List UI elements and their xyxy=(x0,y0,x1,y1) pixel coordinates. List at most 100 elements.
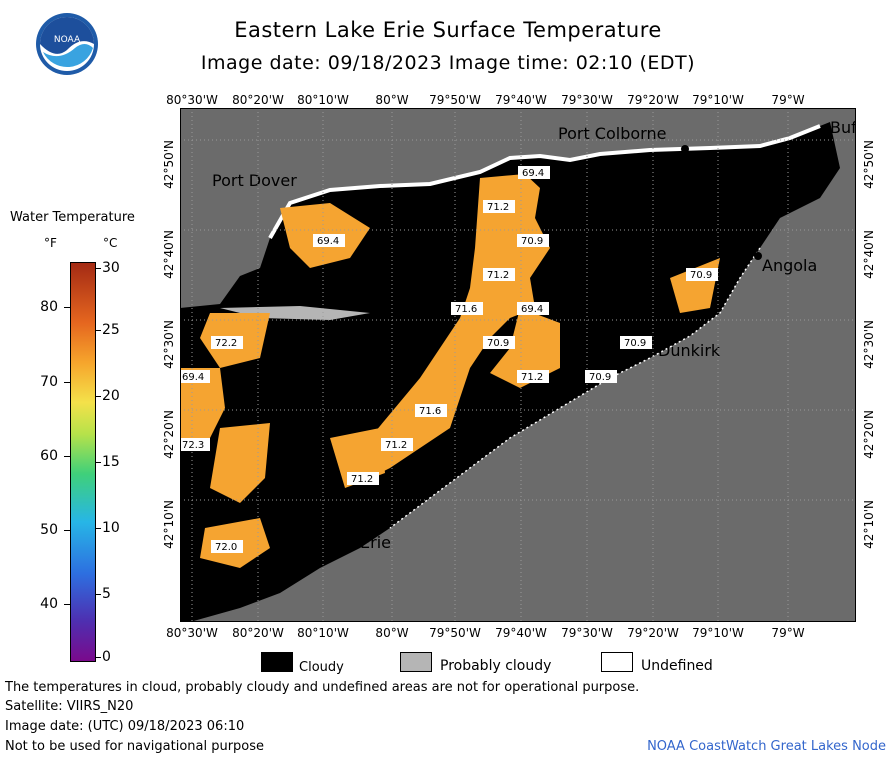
temp-label: 71.2 xyxy=(483,268,515,281)
svg-text:70.9: 70.9 xyxy=(487,338,509,349)
lon-label-top: 80°W xyxy=(375,93,409,107)
image-date-time: Image date: 09/18/2023 Image time: 02:10… xyxy=(200,52,696,74)
legend-unit-f: °F xyxy=(44,236,57,250)
lon-label-bottom: 79°40'W xyxy=(495,626,547,640)
lon-label-bottom: 80°W xyxy=(375,626,409,640)
place-buffalo: Buf xyxy=(830,118,856,137)
lon-label-bottom: 79°20'W xyxy=(627,626,679,640)
temp-label: 71.2 xyxy=(381,438,413,451)
water-temperature-areas xyxy=(180,174,720,568)
lon-label-bottom: 80°10'W xyxy=(297,626,349,640)
temp-label: 70.9 xyxy=(686,268,718,281)
svg-text:69.4: 69.4 xyxy=(182,372,204,383)
svg-text:72.2: 72.2 xyxy=(215,338,237,349)
temp-label: 69.4 xyxy=(180,370,210,383)
legend-c-tick: 20 xyxy=(102,388,120,404)
disclaimer-text: The temperatures in cloud, probably clou… xyxy=(5,680,640,695)
place-dunkirk: Dunkirk xyxy=(658,341,721,360)
lon-label-top: 80°20'W xyxy=(232,93,284,107)
temperature-labels: 69.4 71.2 69.4 70.9 71.2 71.6 69.4 70.9 … xyxy=(180,166,718,553)
graticule xyxy=(180,108,856,622)
legend-f-tick: 80 xyxy=(40,299,58,315)
legend-f-tick: 70 xyxy=(40,374,58,390)
temp-label: 71.2 xyxy=(517,370,549,383)
legend-title: Water Temperature xyxy=(10,210,135,225)
svg-text:72.3: 72.3 xyxy=(182,440,204,451)
temperature-colorbar xyxy=(70,262,96,662)
temp-label: 71.6 xyxy=(415,404,447,417)
temp-label: 69.4 xyxy=(313,234,345,247)
svg-text:70.9: 70.9 xyxy=(589,372,611,383)
lake-erie-map: Port Colborne Port Dover Buf Angola Dunk… xyxy=(180,108,856,622)
svg-text:71.2: 71.2 xyxy=(521,372,543,383)
lat-label-left: 42°30'N xyxy=(162,320,176,369)
temp-label: 69.4 xyxy=(517,302,549,315)
noaa-logo: NOAA xyxy=(36,13,98,75)
place-port-colborne: Port Colborne xyxy=(558,124,666,143)
lat-label-right: 42°30'N xyxy=(862,320,876,369)
place-erie: Erie xyxy=(360,533,391,552)
svg-text:71.2: 71.2 xyxy=(487,202,509,213)
lat-label-right: 42°10'N xyxy=(862,500,876,549)
lon-label-bottom: 79°30'W xyxy=(561,626,613,640)
svg-text:71.6: 71.6 xyxy=(455,304,477,315)
cloudy-label: Cloudy xyxy=(299,660,344,675)
place-port-dover: Port Dover xyxy=(212,171,297,190)
legend-f-tick: 40 xyxy=(40,596,58,612)
lon-label-top: 79°50'W xyxy=(429,93,481,107)
legend-c-tick: 30 xyxy=(102,260,120,276)
lat-label-right: 42°40'N xyxy=(862,230,876,279)
lon-label-bottom: 80°20'W xyxy=(232,626,284,640)
lon-label-top: 79°30'W xyxy=(561,93,613,107)
angola-marker xyxy=(754,252,762,260)
svg-text:69.4: 69.4 xyxy=(522,168,544,179)
svg-text:69.4: 69.4 xyxy=(317,236,339,247)
port-colborne-marker xyxy=(681,145,689,153)
legend-c-tick: 10 xyxy=(102,520,120,536)
undefined-shoreline xyxy=(268,124,821,239)
lon-label-top: 80°30'W xyxy=(166,93,218,107)
satellite-text: Satellite: VIIRS_N20 xyxy=(5,699,134,714)
lon-label-top: 79°W xyxy=(771,93,805,107)
page-title: Eastern Lake Erie Surface Temperature xyxy=(234,18,662,42)
svg-text:71.2: 71.2 xyxy=(487,270,509,281)
lat-label-right: 42°50'N xyxy=(862,140,876,189)
legend-c-tick: 5 xyxy=(102,586,111,602)
temp-label: 71.2 xyxy=(347,472,379,485)
credit-text: NOAA CoastWatch Great Lakes Node xyxy=(647,739,886,754)
svg-text:71.2: 71.2 xyxy=(385,440,407,451)
lon-label-top: 80°10'W xyxy=(297,93,349,107)
legend-c-tick: 25 xyxy=(102,322,120,338)
lat-label-left: 42°20'N xyxy=(162,410,176,459)
temp-label: 70.9 xyxy=(517,234,549,247)
navigation-warning: Not to be used for navigational purpose xyxy=(5,739,265,754)
lon-label-bottom: 80°30'W xyxy=(166,626,218,640)
lon-label-top: 79°40'W xyxy=(495,93,547,107)
temp-label: 70.9 xyxy=(620,336,652,349)
cloudy-swatch xyxy=(261,652,293,672)
map-frame xyxy=(180,108,856,622)
lat-label-right: 42°20'N xyxy=(862,410,876,459)
legend-unit-c: °C xyxy=(103,236,118,250)
lon-label-top: 79°10'W xyxy=(692,93,744,107)
legend-c-tick: 15 xyxy=(102,454,120,470)
temp-label: 71.2 xyxy=(483,200,515,213)
temp-label: 72.0 xyxy=(211,540,243,553)
lon-label-bottom: 79°W xyxy=(771,626,805,640)
svg-text:72.0: 72.0 xyxy=(215,542,237,553)
svg-text:71.2: 71.2 xyxy=(351,474,373,485)
lat-label-left: 42°40'N xyxy=(162,230,176,279)
lat-label-left: 42°50'N xyxy=(162,140,176,189)
legend-f-tick: 50 xyxy=(40,522,58,538)
temp-label: 71.6 xyxy=(451,302,483,315)
legend-f-tick: 60 xyxy=(40,448,58,464)
undefined-label: Undefined xyxy=(641,658,713,674)
place-angola: Angola xyxy=(762,256,817,275)
utc-date-text: Image date: (UTC) 09/18/2023 06:10 xyxy=(5,719,245,734)
svg-text:69.4: 69.4 xyxy=(521,304,543,315)
legend-c-tick: 0 xyxy=(102,649,111,665)
temp-label: 70.9 xyxy=(483,336,515,349)
temp-label: 69.4 xyxy=(518,166,550,179)
lon-label-top: 79°20'W xyxy=(627,93,679,107)
lon-label-bottom: 79°10'W xyxy=(692,626,744,640)
